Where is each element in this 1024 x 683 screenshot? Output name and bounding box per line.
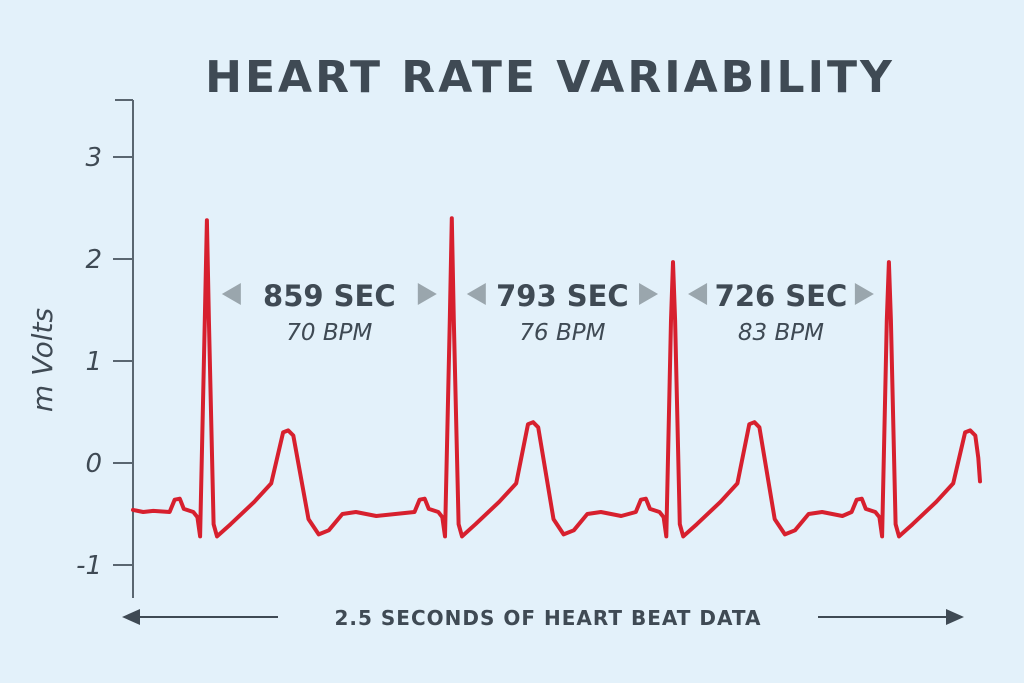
arrow-left-icon [466, 283, 486, 305]
y-tick-label: -1 [76, 551, 102, 581]
chart-title: HEART RATE VARIABILITY [205, 52, 895, 103]
interval-annotation: 726 SEC 83 BPM [688, 279, 874, 346]
ecg-trace [131, 216, 982, 539]
arrow-right-icon [946, 609, 964, 625]
y-tick-label: 3 [85, 143, 102, 173]
x-axis-label: 2.5 SECONDS OF HEART BEAT DATA [335, 606, 762, 630]
arrow-right-icon [854, 283, 874, 305]
arrow-right-icon [639, 283, 659, 305]
interval-annotation: 859 SEC 70 BPM [221, 279, 437, 346]
interval-bpm: 70 BPM [286, 320, 372, 346]
arrow-right-icon [417, 283, 437, 305]
interval-seconds: 859 SEC [263, 279, 396, 313]
arrow-left-icon [221, 283, 241, 305]
interval-seconds: 726 SEC [715, 279, 848, 313]
x-span-arrow [122, 609, 964, 625]
interval-seconds: 793 SEC [496, 279, 629, 313]
arrow-left-icon [122, 609, 140, 625]
y-tick-label: 0 [85, 449, 102, 479]
interval-bpm: 76 BPM [519, 320, 605, 346]
arrow-left-icon [688, 283, 708, 305]
y-tick-label: 2 [85, 245, 102, 275]
y-tick-label: 1 [85, 347, 102, 377]
interval-annotation: 793 SEC 76 BPM [466, 279, 659, 346]
y-axis-label: m Volts [26, 308, 59, 412]
interval-bpm: 83 BPM [738, 320, 824, 346]
